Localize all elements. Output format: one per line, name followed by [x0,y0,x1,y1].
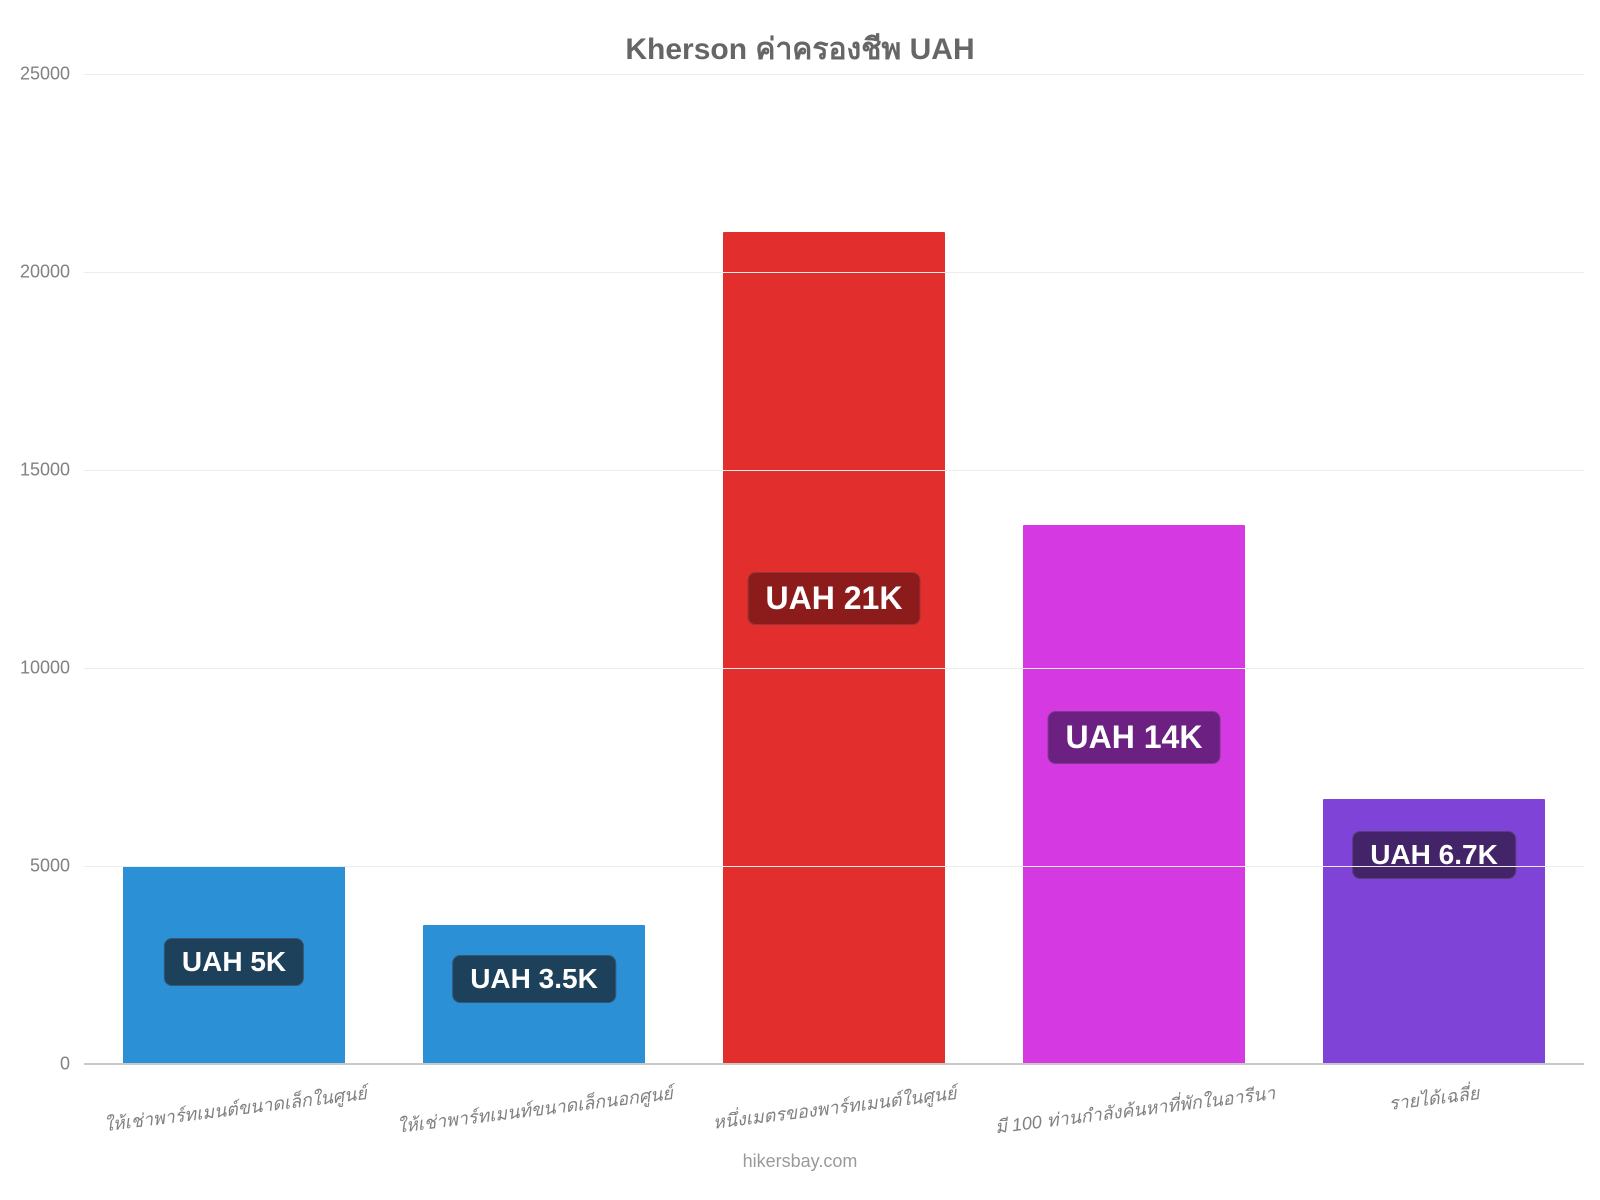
x-axis-category-label: รายได้เฉลี่ย [1284,1078,1584,1107]
bar-value-label: UAH 6.7K [1352,831,1516,879]
y-axis-tick-label: 10000 [0,658,70,679]
bar-slot: UAH 5K [84,74,384,1064]
x-axis-baseline [84,1063,1584,1065]
x-axis-category-label: ให้เช่าพาร์ทเมนต์ขนาดเล็กในศูนย์ [84,1078,384,1107]
bar-value-label: UAH 14K [1048,711,1221,764]
chart-container: Kherson ค่าครองชีพ UAH UAH 5KUAH 3.5KUAH… [0,0,1600,1200]
y-axis-tick-label: 25000 [0,64,70,85]
x-axis-labels: ให้เช่าพาร์ทเมนต์ขนาดเล็กในศูนย์ให้เช่าพ… [84,1078,1584,1107]
plot-area: UAH 5K UAH 3.5K UAH 21K UAH 14K UAH 6.7K [84,74,1584,1064]
bar: UAH 6.7K [1323,799,1545,1064]
bar: UAH 5K [123,866,345,1064]
y-axis-tick-label: 5000 [0,856,70,877]
y-axis-tick-label: 15000 [0,460,70,481]
bars-group: UAH 5K UAH 3.5K UAH 21K UAH 14K UAH 6.7K [84,74,1584,1064]
grid-line [84,272,1584,273]
bar-slot: UAH 21K [684,74,984,1064]
chart-title: Kherson ค่าครองชีพ UAH [0,26,1600,73]
grid-line [84,668,1584,669]
grid-line [84,74,1584,75]
bar-slot: UAH 6.7K [1284,74,1584,1064]
x-axis-category-label: หนึ่งเมตรของพาร์ทเมนต์ในศูนย์ [684,1078,984,1107]
bar-slot: UAH 3.5K [384,74,684,1064]
bar-value-label: UAH 21K [748,572,921,625]
y-axis-tick-label: 20000 [0,262,70,283]
x-axis-category-label: ให้เช่าพาร์ทเมนท์ขนาดเล็กนอกศูนย์ [384,1078,684,1107]
bar: UAH 21K [723,232,945,1064]
bar-slot: UAH 14K [984,74,1284,1064]
y-axis-tick-label: 0 [0,1054,70,1075]
grid-line [84,866,1584,867]
bar: UAH 14K [1023,525,1245,1064]
grid-line [84,470,1584,471]
bar: UAH 3.5K [423,925,645,1064]
attribution-text: hikersbay.com [0,1151,1600,1172]
bar-value-label: UAH 5K [164,938,304,986]
bar-value-label: UAH 3.5K [452,955,616,1003]
x-axis-category-label: มี 100 ท่านกำลังค้นหาที่พักในอารีนา [984,1078,1284,1107]
